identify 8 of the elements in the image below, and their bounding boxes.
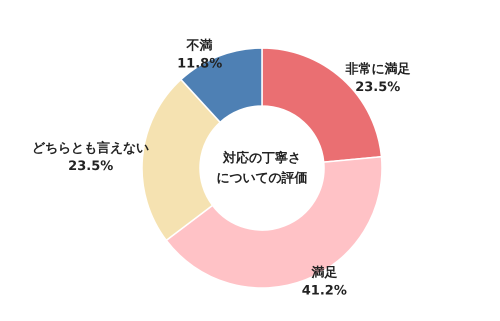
text: 対応の丁寧さについての評価 bbox=[216, 150, 308, 186]
data-label: 41.2% bbox=[302, 284, 347, 299]
data-label: 23.5% bbox=[68, 158, 114, 174]
data-label: 23.5% bbox=[355, 80, 400, 95]
slice-label: 満足 bbox=[310, 266, 338, 281]
slice-label: どちらとも言えない bbox=[32, 140, 150, 156]
slice-label: 非常に満足 bbox=[344, 62, 410, 77]
slice-label: 不満 bbox=[186, 38, 213, 54]
